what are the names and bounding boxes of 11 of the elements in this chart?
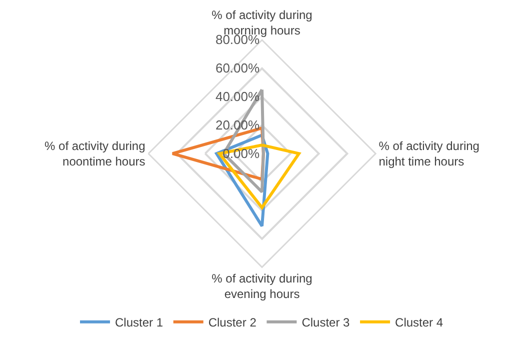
spoke-label: % of activity during evening hours [212, 271, 312, 301]
y-tick-label: 60.00% [215, 60, 260, 76]
legend-label: Cluster 3 [302, 316, 350, 330]
legend-label: Cluster 2 [208, 316, 257, 330]
spoke-label: % of activity during night time hours [378, 139, 480, 169]
y-tick-label: 20.00% [215, 117, 260, 132]
legend-label: Cluster 4 [395, 316, 444, 330]
y-tick-label: 40.00% [215, 89, 260, 104]
legend-label: Cluster 1 [115, 316, 164, 330]
y-tick-label: 0.00% [222, 146, 260, 161]
spoke-label: % of activity during noontime hours [44, 139, 146, 169]
